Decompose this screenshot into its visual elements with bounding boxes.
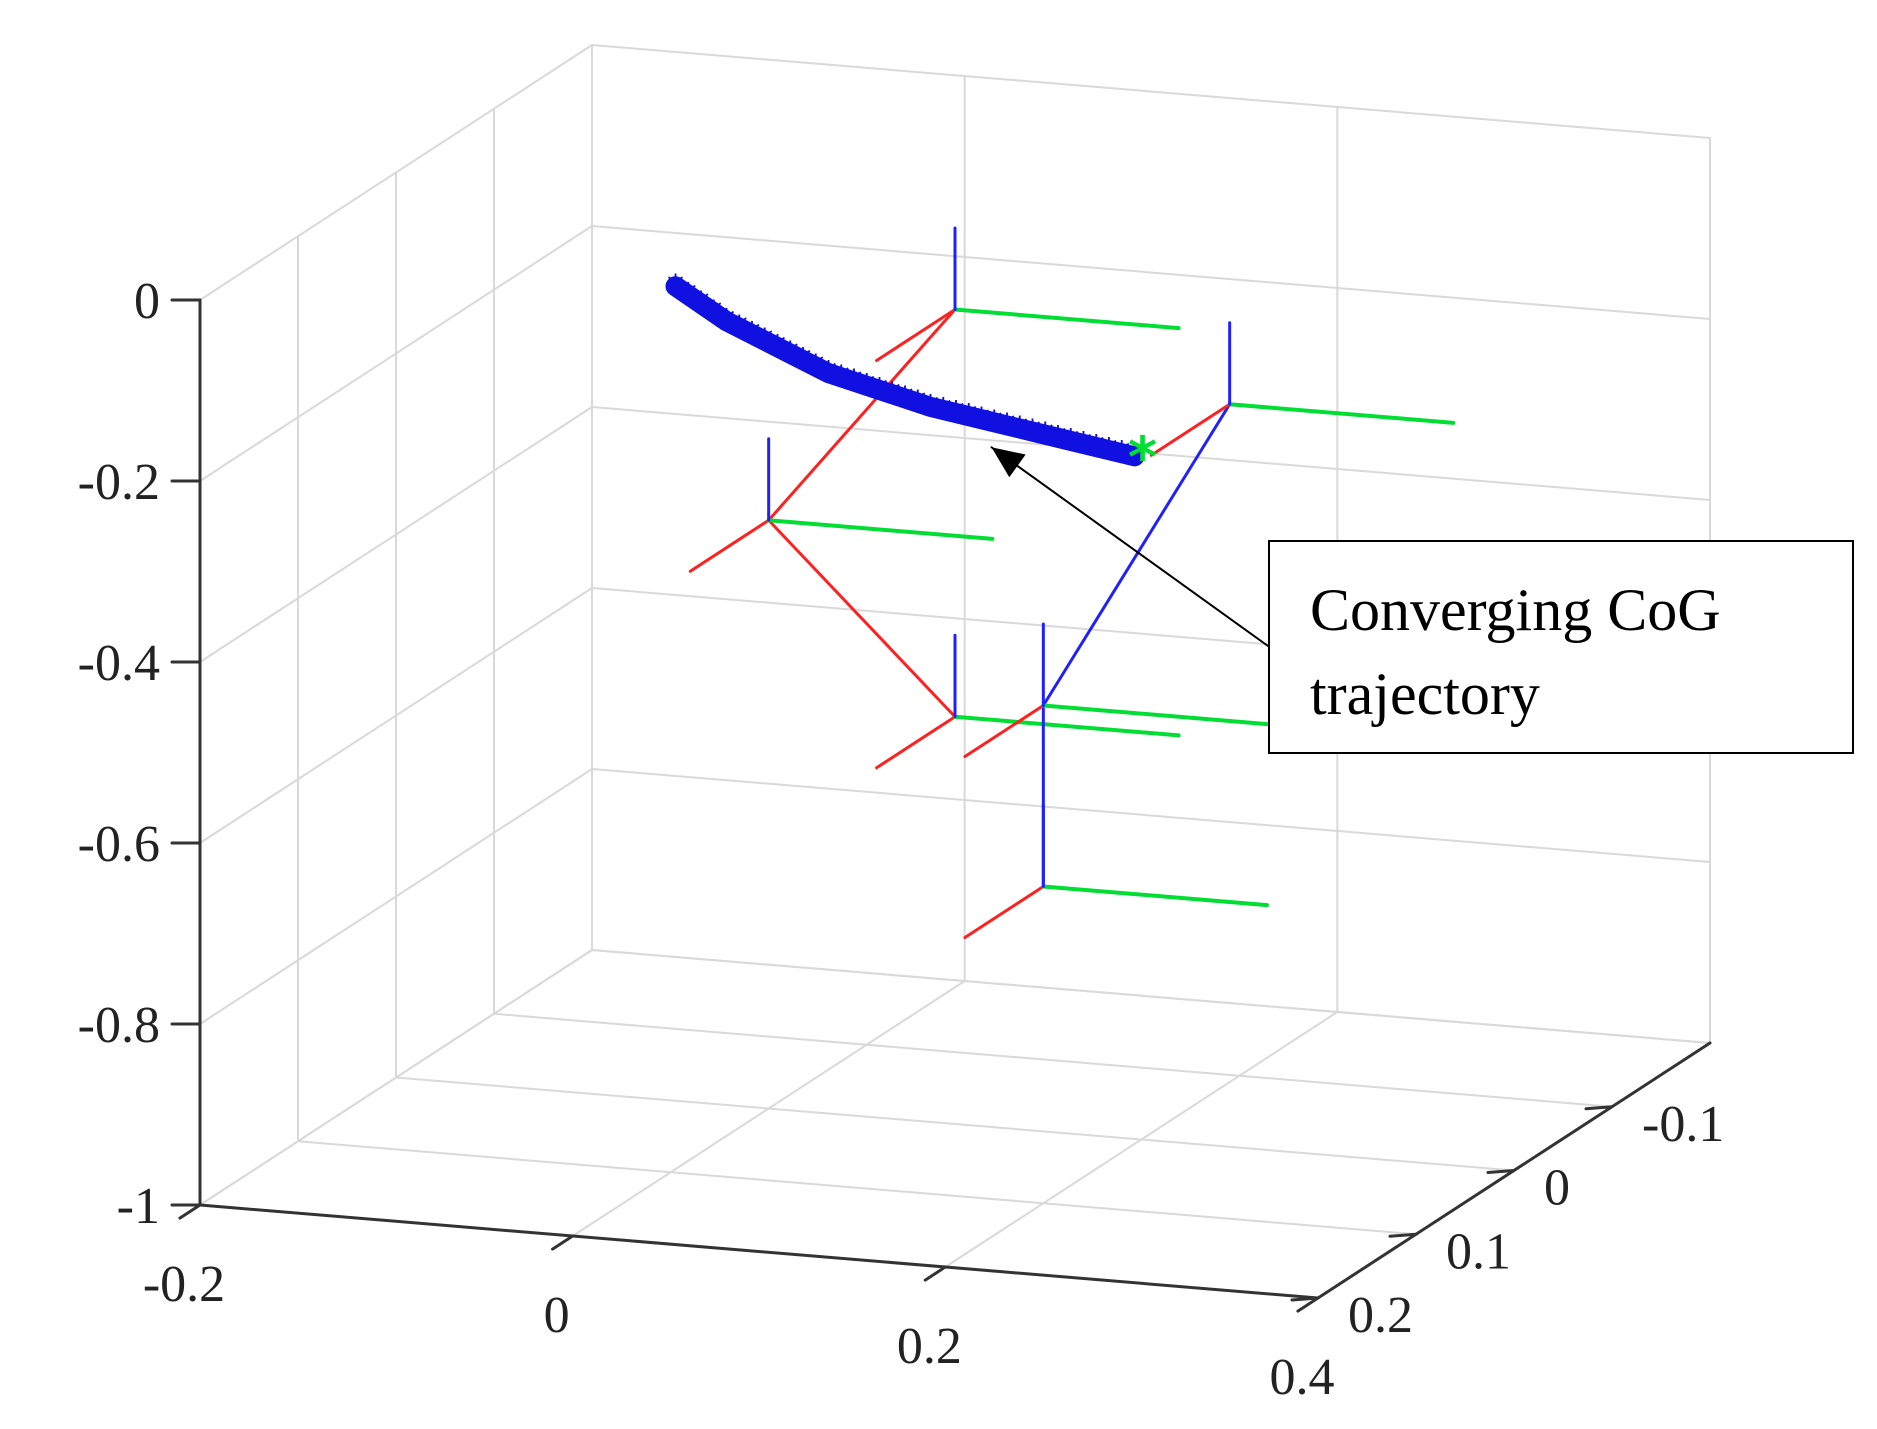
axes <box>170 298 1712 1313</box>
cog-trajectory-marker: * <box>693 285 710 325</box>
back-wall-grid-line <box>591 406 1711 501</box>
cog-trajectory-marker: * <box>731 309 748 349</box>
cog-trajectory-marker: * <box>667 267 684 307</box>
cog-trajectory-marker: * <box>1011 410 1028 450</box>
y-tick-mark <box>1290 1296 1320 1302</box>
cog-trajectory-marker: * <box>1037 416 1054 456</box>
cog-trajectory-marker: * <box>973 400 990 440</box>
cog-trajectory-marker: * <box>744 315 761 355</box>
z-tick-label: -1 <box>117 1178 160 1235</box>
annotation-box: Converging CoG trajectory <box>1268 540 1854 754</box>
cog-trajectory-marker: * <box>756 322 773 362</box>
y-tick-mark <box>1584 1105 1614 1111</box>
cog-trajectory-marker: * <box>782 335 799 375</box>
z-tick-label: 0 <box>134 273 160 330</box>
x-tick-label: 0.4 <box>1270 1349 1335 1406</box>
joint-frame-y-axis <box>1041 884 1269 908</box>
cog-trajectory-line <box>665 276 1145 467</box>
cog-trajectory-marker: * <box>846 363 863 403</box>
cog-trajectory-marker: * <box>680 276 697 316</box>
annotation-line-2: trajectory <box>1310 661 1540 727</box>
joint-frame-x-axis <box>963 885 1045 939</box>
joint-frame-y-axis <box>953 307 1181 331</box>
joint-frame-x-axis <box>875 715 957 770</box>
annotation-arrow-line <box>990 446 1269 647</box>
x-tick-mark <box>178 1203 202 1220</box>
joint-frame-y-axis <box>1041 703 1269 727</box>
z-tick-label: -0.6 <box>78 816 160 873</box>
annotation-arrow-head <box>991 447 1026 478</box>
leg-segment <box>1041 402 1232 707</box>
back-wall-grid-line <box>591 225 1711 320</box>
cog-trajectory-marker: * <box>960 397 977 437</box>
cog-trajectory-marker: * <box>922 388 939 428</box>
joint-frame-y-axis <box>1227 402 1456 425</box>
cog-trajectory-marker: * <box>858 367 875 407</box>
left-wall-grid-line <box>199 44 593 301</box>
y-tick-label: 0.1 <box>1446 1223 1511 1280</box>
annotation-arrow <box>990 446 1269 647</box>
left-wall-grid-line <box>199 768 593 1025</box>
cog-trajectory-marker: * <box>1075 425 1092 465</box>
cog-trajectory-marker: * <box>833 358 850 398</box>
x-tick-label: 0 <box>544 1287 570 1344</box>
back-wall-grid-line <box>591 44 1711 139</box>
x-tick-mark <box>551 1234 575 1251</box>
left-wall-grid-line <box>199 406 593 663</box>
back-wall-grid-line <box>591 949 1711 1044</box>
left-wall-grid-line <box>199 225 593 482</box>
x-tick-mark <box>1296 1296 1320 1313</box>
y-tick-label: 0 <box>1544 1160 1570 1217</box>
joint-frame-x-axis <box>1149 402 1232 457</box>
leg-segment <box>767 308 957 522</box>
x-tick-label: -0.2 <box>143 1256 225 1313</box>
z-tick-label: -0.4 <box>78 635 160 692</box>
left-wall-grid-line <box>199 949 593 1206</box>
cog-trajectory-marker: * <box>820 354 837 394</box>
cog-trajectory-end-marker: * <box>1128 425 1157 490</box>
y-tick-label: 0.2 <box>1348 1287 1413 1344</box>
x-axis-line <box>198 1203 1320 1300</box>
cog-trajectory-marker: * <box>705 293 722 333</box>
cog-trajectory-marker: * <box>948 394 965 434</box>
cog-trajectory-marker: * <box>897 379 914 419</box>
x-tick-label: 0.2 <box>897 1318 962 1375</box>
cog-trajectory-marker: * <box>1101 431 1118 471</box>
annotation-line-1: Converging CoG <box>1310 577 1721 643</box>
joint-frame-x-axis <box>688 518 771 573</box>
cog-trajectory-marker: * <box>1050 419 1067 459</box>
joint-frame-x-axis <box>963 704 1045 758</box>
cog-trajectory-marker: * <box>718 302 735 342</box>
cog-trajectory-marker: * <box>1088 428 1105 468</box>
joint-frame-y-axis <box>766 518 995 541</box>
y-tick-label: -0.1 <box>1642 1096 1724 1153</box>
floor-grid-line <box>493 1012 1613 1108</box>
joint-frame-y-axis <box>953 714 1181 738</box>
cog-trajectory-marker: * <box>807 348 824 388</box>
cog-trajectory-marker: * <box>986 403 1003 443</box>
cog-trajectory-marker: * <box>999 406 1016 446</box>
cog-trajectory-marker: * <box>909 384 926 424</box>
cog-trajectory-marker: * <box>795 341 812 381</box>
floor-grid-line <box>297 1140 1417 1236</box>
data-marks: ************************************* <box>665 226 1456 939</box>
cog-trajectory-marker: * <box>935 391 952 431</box>
joint-frame-x-axis <box>875 308 957 362</box>
back-wall-grid-line <box>591 768 1711 863</box>
cog-trajectory-marker: * <box>1113 434 1130 474</box>
tick-labels: 0-0.2-0.4-0.6-0.8-1-0.200.20.4-0.100.10.… <box>78 273 1725 1406</box>
y-tick-mark <box>1486 1169 1516 1174</box>
x-tick-mark <box>923 1265 947 1282</box>
cog-trajectory-marker: * <box>884 375 901 415</box>
z-tick-label: -0.8 <box>78 997 160 1054</box>
z-tick-label: -0.2 <box>78 454 160 511</box>
y-tick-mark <box>1388 1232 1418 1238</box>
left-wall-grid-line <box>199 587 593 844</box>
floor-grid-line <box>395 1076 1515 1172</box>
cog-trajectory-marker: * <box>1062 422 1079 462</box>
leg-segment <box>767 518 957 719</box>
cog-trajectory-marker: * <box>769 328 786 368</box>
cog-trajectory-marker: * <box>1024 413 1041 453</box>
cog-trajectory-marker: * <box>871 371 888 411</box>
